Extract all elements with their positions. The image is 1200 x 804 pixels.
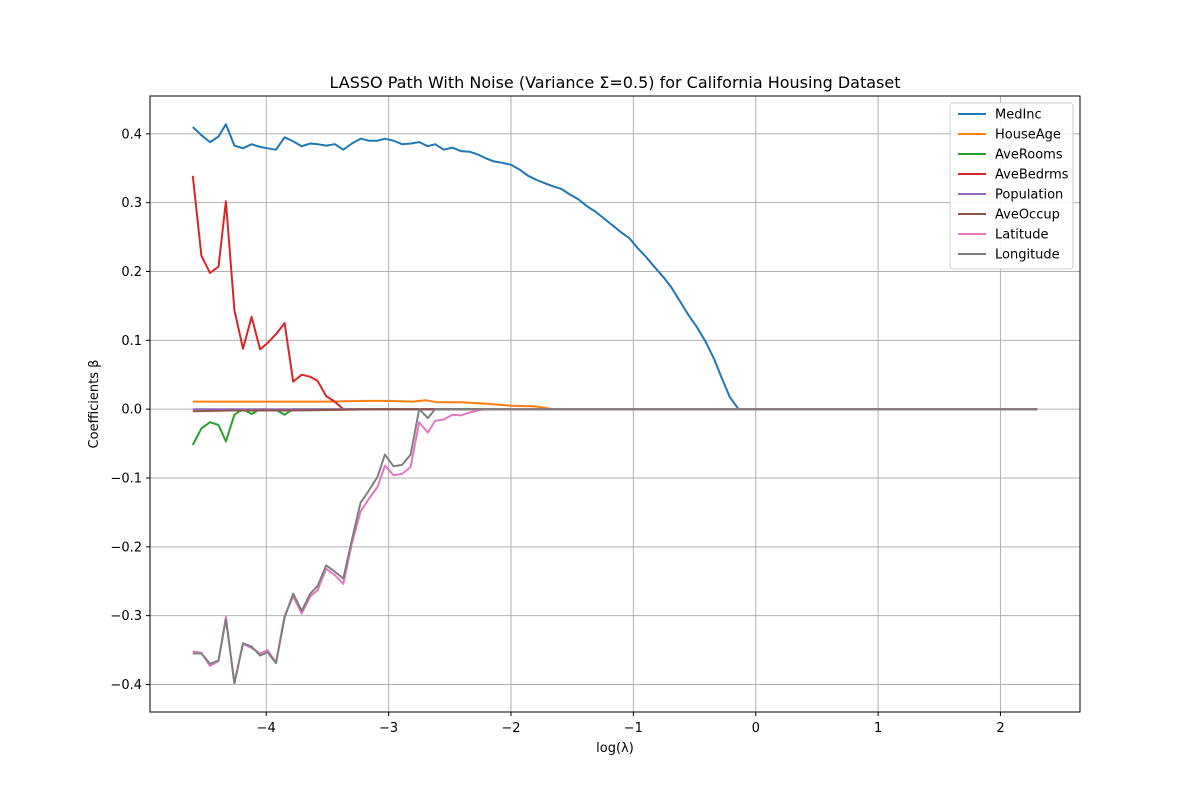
y-tick-label: 0.3	[121, 196, 142, 211]
x-axis-label: log(λ)	[596, 741, 634, 756]
y-tick-label: 0.2	[121, 265, 142, 280]
x-tick-label: −2	[501, 721, 520, 736]
x-tick-label: −3	[379, 721, 398, 736]
x-tick-label: −1	[624, 721, 643, 736]
y-tick-label: −0.3	[110, 609, 142, 624]
series-line-houseage	[192, 399, 1038, 411]
series-line-avebedrms	[191, 175, 1038, 411]
legend-label: Latitude	[995, 228, 1049, 243]
legend: MedInc HouseAge AveRooms AveBedrms Populatio…	[949, 102, 1074, 270]
y-tick-label: 0.4	[121, 127, 142, 142]
y-axis-label: Coefficients β	[87, 360, 102, 449]
legend-label: HouseAge	[995, 128, 1061, 143]
chart-title: LASSO Path With Noise (Variance Σ=0.5) f…	[330, 73, 901, 92]
x-tick-label: 0	[752, 721, 760, 736]
legend-label: Population	[995, 188, 1063, 203]
series-line-longitude	[192, 408, 1038, 685]
legend-label: AveBedrms	[995, 168, 1069, 183]
legend-label: MedInc	[995, 108, 1042, 123]
legend-box	[949, 102, 1074, 270]
plot-frame	[149, 95, 1081, 713]
y-tick-label: 0.0	[121, 403, 142, 418]
grid-lines	[150, 96, 1080, 712]
legend-label: Longitude	[995, 248, 1060, 263]
y-tick-label: −0.1	[110, 471, 142, 486]
series-line-latitude	[192, 408, 1038, 685]
x-tick-label: 2	[996, 721, 1004, 736]
y-tick-label: −0.4	[110, 678, 142, 693]
legend-label: AveOccup	[995, 208, 1060, 223]
y-tick-label: 0.1	[121, 334, 142, 349]
axis-ticks: −4 −3 −2 −1 0 1 2 −0.4 −0.3 −0.2 −0.1 0.0 0.1 0.2 0.3 0…	[110, 127, 1004, 736]
legend-label: AveRooms	[995, 148, 1063, 163]
y-tick-label: −0.2	[110, 540, 142, 555]
series-line-averooms	[191, 408, 1038, 446]
series-line-medinc	[192, 123, 1038, 411]
x-tick-label: −4	[257, 721, 276, 736]
series-lines	[191, 123, 1038, 685]
x-tick-label: 1	[874, 721, 882, 736]
